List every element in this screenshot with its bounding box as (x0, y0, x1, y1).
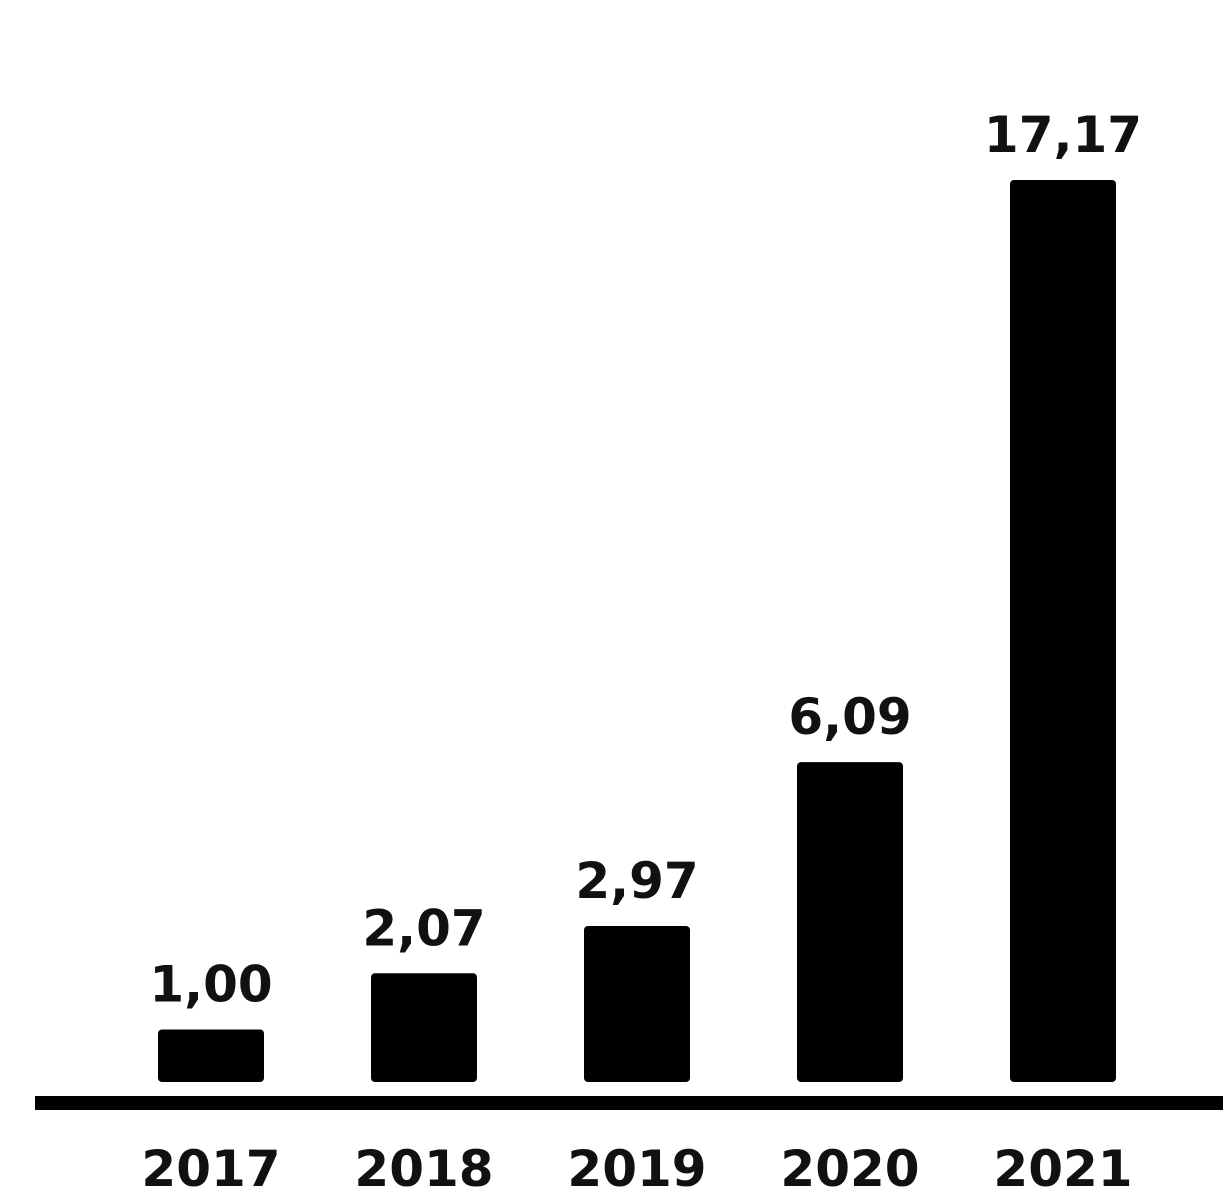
data-label-2018: 2,07 (362, 899, 485, 957)
data-labels-layer: 1,00 2,07 2,97 6,09 17,17 (149, 106, 1142, 1013)
x-tick-label-2021: 2021 (993, 1140, 1132, 1188)
x-tick-label-2017: 2017 (141, 1140, 280, 1188)
bar-2019 (584, 925, 690, 1082)
bar-2020 (797, 762, 903, 1082)
bar-2017 (158, 1029, 264, 1082)
x-tick-label-2020: 2020 (780, 1140, 919, 1188)
bar-2018 (371, 973, 477, 1082)
bar-2021 (1010, 180, 1116, 1082)
data-label-2019: 2,97 (575, 852, 698, 910)
data-label-2021: 17,17 (984, 106, 1142, 164)
x-tick-label-2019: 2019 (567, 1140, 706, 1188)
x-tick-label-2018: 2018 (354, 1140, 493, 1188)
x-tick-labels-layer: 2017 2018 2019 2020 2021 (141, 1140, 1132, 1188)
data-label-2020: 6,09 (788, 688, 911, 746)
data-label-2017: 1,00 (149, 955, 272, 1013)
bars-layer (158, 180, 1116, 1082)
